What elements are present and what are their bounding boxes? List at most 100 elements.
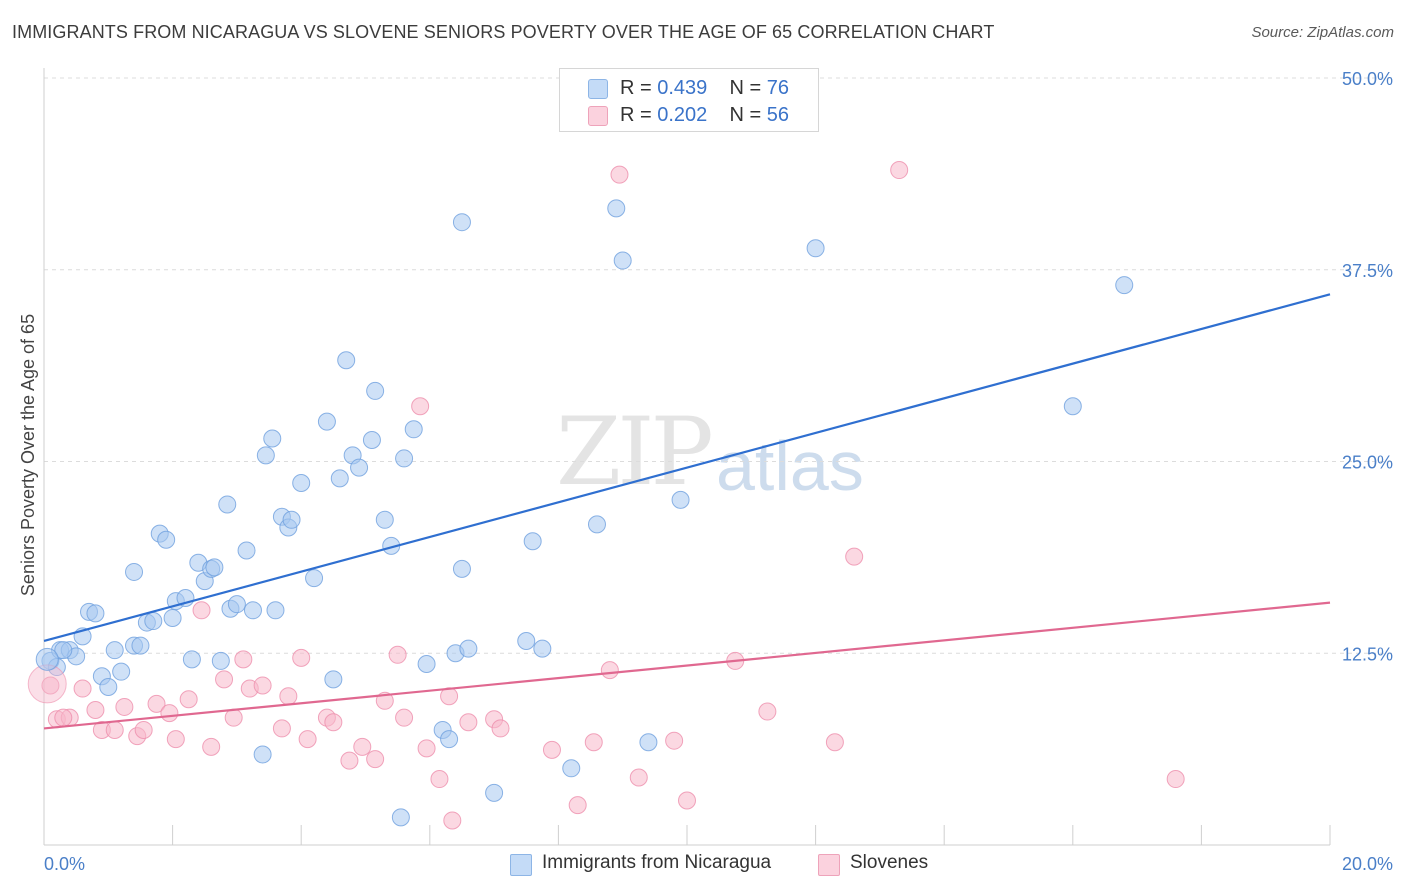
legend-swatch-slovenes	[588, 106, 608, 126]
slovenes-point	[134, 720, 153, 739]
nicaragua-point	[452, 213, 471, 232]
slovenes-point	[417, 739, 436, 758]
bottom-legend-swatch-nicaragua	[510, 854, 532, 876]
nicaragua-point	[337, 351, 356, 370]
nicaragua-point	[562, 759, 581, 778]
slovenes-point	[825, 733, 844, 752]
slovenes-point	[292, 648, 311, 667]
nicaragua-point	[324, 670, 343, 689]
nicaragua-point	[256, 446, 275, 465]
slovenes-point	[443, 811, 462, 830]
slovenes-point	[324, 713, 343, 732]
nicaragua-point	[218, 495, 237, 514]
slovenes-point	[411, 397, 430, 416]
slovenes-point	[1166, 770, 1185, 789]
slovenes-point	[584, 733, 603, 752]
nicaragua-point	[366, 381, 385, 400]
nicaragua-point	[157, 530, 176, 549]
nicaragua-point	[125, 562, 144, 581]
nicaragua-point	[86, 604, 105, 623]
slovenes-point	[353, 737, 372, 756]
legend-n-value: 76	[766, 77, 790, 99]
slovenes-point	[430, 770, 449, 789]
slovenes-point	[202, 737, 221, 756]
slovenes-point	[678, 791, 696, 810]
correlation-legend: R = 0.439 N = 76 R = 0.202 N = 56	[559, 68, 819, 132]
nicaragua-point	[1115, 276, 1134, 295]
nicaragua-point	[417, 654, 436, 673]
slovenes-point	[166, 730, 185, 749]
slovenes-point	[366, 750, 385, 769]
nicaragua-point	[533, 639, 552, 658]
nicaragua-point	[105, 641, 124, 660]
nicaragua-point	[131, 636, 150, 655]
nicaragua-point	[205, 558, 224, 577]
slovenes-point	[542, 740, 561, 759]
slovenes-point	[279, 687, 298, 706]
slovenes-point	[890, 161, 909, 180]
slovenes-point	[160, 704, 179, 723]
slovenes-point	[179, 690, 198, 709]
slovenes-trend-line	[43, 601, 1331, 730]
nicaragua-point	[459, 639, 478, 658]
nicaragua-point	[395, 449, 414, 468]
source-label: Source: ZipAtlas.com	[1251, 24, 1394, 41]
nicaragua-point	[517, 631, 536, 650]
nicaragua-point	[292, 473, 311, 492]
nicaragua-point	[671, 490, 690, 509]
nicaragua-point	[350, 458, 369, 477]
slovenes-point	[192, 601, 211, 620]
y-tick-label: 37.5%	[1342, 261, 1393, 281]
y-tick-label: 50.0%	[1342, 69, 1393, 89]
axes	[43, 68, 1331, 846]
slovenes-point	[459, 713, 478, 732]
slovenes-point	[224, 708, 243, 727]
nicaragua-trend-line	[43, 293, 1331, 643]
legend-n-value: 56	[766, 104, 790, 126]
tick-labels: 12.5% 25.0% 37.5% 50.0% 0.0% 20.0%	[44, 69, 1393, 874]
legend-r-label: R =	[620, 77, 652, 99]
nicaragua-point	[211, 651, 230, 670]
nicaragua-point	[404, 420, 423, 439]
chart-title: IMMIGRANTS FROM NICARAGUA VS SLOVENE SEN…	[12, 22, 995, 42]
bottom-legend-label-nicaragua: Immigrants from Nicaragua	[542, 852, 772, 873]
bottom-legend-swatch-slovenes	[818, 854, 840, 876]
nicaragua-point	[253, 745, 272, 764]
nicaragua-point	[243, 601, 262, 620]
slovenes-point	[86, 701, 105, 720]
nicaragua-point	[806, 239, 825, 258]
nicaragua-point	[440, 730, 459, 749]
nicaragua-point	[163, 608, 182, 627]
bottom-legend-label-slovenes: Slovenes	[850, 852, 929, 873]
nicaragua-point	[330, 469, 349, 488]
nicaragua-point	[112, 662, 131, 681]
legend-n-label: N =	[729, 77, 762, 99]
watermark-zip: ZIP	[556, 398, 714, 507]
nicaragua-point	[587, 515, 606, 534]
slovenes-point	[845, 547, 864, 566]
legend-r-label: R =	[620, 104, 652, 126]
slovenes-point	[41, 676, 60, 695]
slovenes-point	[298, 730, 317, 749]
nicaragua-point	[282, 510, 301, 529]
nicaragua-point	[485, 783, 504, 802]
nicaragua-point	[375, 510, 394, 529]
slovenes-point	[610, 165, 629, 184]
y-tick-label: 25.0%	[1342, 453, 1393, 473]
data-points	[27, 161, 1185, 830]
nicaragua-point	[317, 412, 336, 431]
legend-r-value: 0.202	[657, 104, 708, 126]
nicaragua-point	[237, 541, 256, 560]
slovenes-point	[73, 679, 92, 698]
legend-n-label: N =	[729, 104, 762, 126]
x-tick-label: 0.0%	[44, 854, 85, 874]
nicaragua-point	[263, 429, 282, 448]
nicaragua-point	[266, 601, 285, 620]
nicaragua-point	[182, 650, 201, 669]
slovenes-point	[395, 708, 414, 727]
legend-swatch-nicaragua	[588, 79, 608, 99]
nicaragua-point	[227, 595, 246, 614]
slovenes-point	[115, 697, 134, 716]
nicaragua-point	[54, 641, 73, 660]
slovenes-point	[215, 670, 234, 689]
